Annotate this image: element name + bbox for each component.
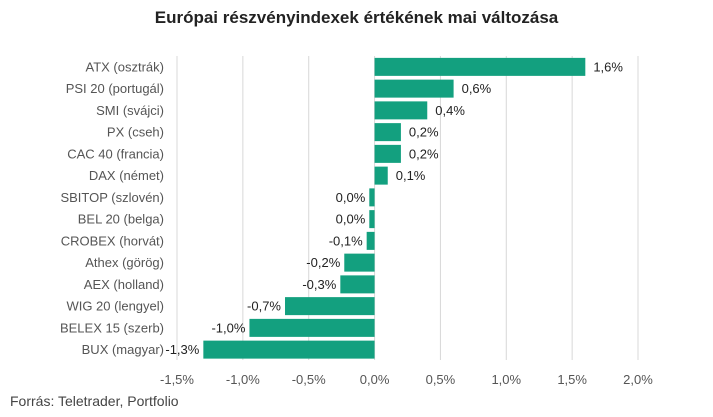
category-label: CAC 40 (francia)	[67, 146, 164, 161]
bar	[374, 144, 401, 163]
bar	[374, 79, 454, 98]
x-tick-label: -1,0%	[226, 372, 260, 387]
x-tick-label: 0,5%	[426, 372, 456, 387]
x-tick-label: -1,5%	[160, 372, 194, 387]
value-label: 0,2%	[409, 146, 439, 161]
bar	[249, 318, 375, 337]
category-label: PX (cseh)	[107, 125, 164, 140]
category-label: BEL 20 (belga)	[78, 212, 164, 227]
value-label: -1,0%	[211, 320, 245, 335]
value-label: -0,7%	[247, 299, 281, 314]
bar	[374, 57, 586, 76]
bar	[344, 253, 375, 272]
category-label: SBITOP (szlovén)	[60, 190, 164, 205]
value-label: 1,6%	[593, 59, 623, 74]
value-label: -1,3%	[165, 342, 199, 357]
bars	[203, 57, 586, 359]
category-label: DAX (német)	[89, 168, 164, 183]
bar	[374, 101, 428, 120]
bar	[369, 210, 375, 229]
chart-title: Európai részvényindexek értékének mai vá…	[154, 8, 559, 27]
category-label: BUX (magyar)	[82, 342, 164, 357]
value-label: 0,0%	[336, 190, 366, 205]
value-label: 0,2%	[409, 125, 439, 140]
category-labels: ATX (osztrák) PSI 20 (portugál) SMI (svájc…	[60, 59, 164, 357]
value-label: 0,0%	[336, 212, 366, 227]
bar	[374, 123, 401, 142]
x-tick-label: 1,5%	[557, 372, 587, 387]
value-labels: 1,6% 0,6% 0,4% 0,2% 0,2% 0,1% 0,0% 0,0% -0,1% -0,…	[165, 59, 623, 357]
x-tick-label: -0,5%	[292, 372, 326, 387]
bar	[369, 188, 375, 207]
value-label: 0,4%	[435, 103, 465, 118]
x-tick-label: 0,0%	[360, 372, 390, 387]
category-label: PSI 20 (portugál)	[66, 81, 164, 96]
category-label: ATX (osztrák)	[86, 59, 165, 74]
bar	[374, 166, 388, 185]
category-label: WIG 20 (lengyel)	[66, 299, 164, 314]
x-tick-label: 1,0%	[491, 372, 521, 387]
value-label: -0,1%	[329, 233, 363, 248]
category-label: BELEX 15 (szerb)	[60, 320, 164, 335]
value-label: 0,1%	[396, 168, 426, 183]
category-label: CROBEX (horvát)	[61, 233, 164, 248]
bar	[340, 275, 375, 294]
bar	[203, 340, 375, 359]
bar	[285, 297, 375, 316]
x-axis-tick-labels: -1,5% -1,0% -0,5% 0,0% 0,5% 1,0% 1,5% 2,0%	[160, 372, 653, 387]
category-label: Athex (görög)	[85, 255, 164, 270]
category-label: SMI (svájci)	[96, 103, 164, 118]
value-label: 0,6%	[462, 81, 492, 96]
value-label: -0,3%	[302, 277, 336, 292]
bar	[366, 231, 375, 250]
value-label: -0,2%	[306, 255, 340, 270]
category-label: AEX (holland)	[84, 277, 164, 292]
x-tick-label: 2,0%	[623, 372, 653, 387]
source-note: Forrás: Teletrader, Portfolio	[10, 393, 179, 409]
